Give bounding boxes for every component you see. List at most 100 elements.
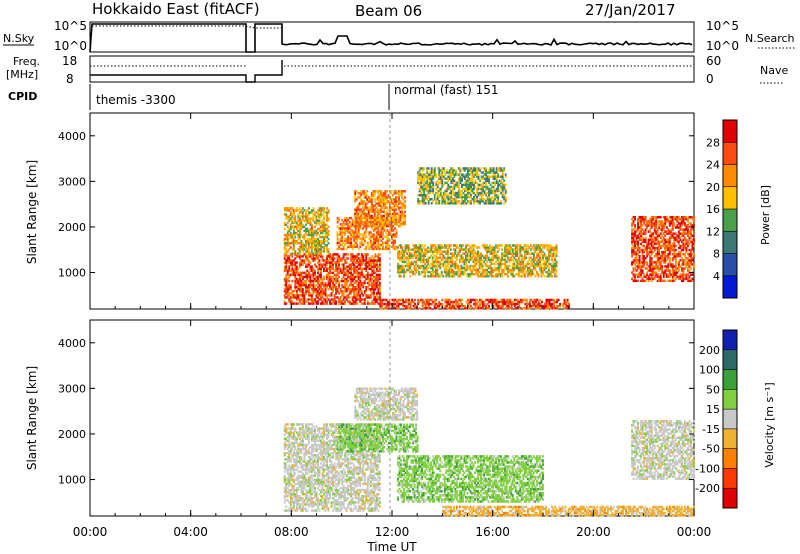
heatmap-cell xyxy=(342,290,345,293)
heatmap-cell xyxy=(555,248,558,251)
heatmap-cell xyxy=(307,259,310,262)
heatmap-cell xyxy=(449,266,452,270)
heatmap-cell xyxy=(341,257,344,260)
heatmap-cell xyxy=(478,246,481,249)
heatmap-cell xyxy=(459,300,462,304)
heatmap-cell xyxy=(549,246,552,249)
heatmap-cell xyxy=(350,243,353,247)
heatmap-cell xyxy=(635,273,638,276)
heatmap-cell xyxy=(683,277,686,280)
heatmap-cell xyxy=(677,218,680,221)
heatmap-cell xyxy=(448,272,451,276)
heatmap-cell xyxy=(539,302,542,306)
heatmap-cell xyxy=(382,224,385,228)
heatmap-cell xyxy=(355,222,358,226)
heatmap-cell xyxy=(655,236,658,239)
heatmap-cell xyxy=(682,238,685,242)
heatmap-cell xyxy=(354,255,357,258)
heatmap-cell xyxy=(392,208,394,211)
heatmap-cell xyxy=(304,273,307,277)
heatmap-cell xyxy=(652,244,655,248)
heatmap-cell xyxy=(650,250,653,254)
heatmap-cell xyxy=(354,220,357,224)
heatmap-cell xyxy=(342,241,345,244)
heatmap-cell xyxy=(370,200,373,203)
heatmap-cell xyxy=(474,272,476,276)
heatmap-cell xyxy=(513,262,516,266)
heatmap-cell xyxy=(341,243,344,247)
heatmap-cell xyxy=(649,222,652,225)
heatmap-cell xyxy=(513,264,516,268)
heatmap-cell xyxy=(486,254,489,257)
heatmap-cell xyxy=(312,241,315,245)
heatmap-cell xyxy=(309,275,312,279)
heatmap-cell xyxy=(351,223,354,226)
heatmap-cell xyxy=(540,304,543,308)
heatmap-cell xyxy=(295,279,298,283)
heatmap-cell xyxy=(393,204,396,207)
heatmap-cell xyxy=(298,277,301,281)
heatmap-cell xyxy=(381,227,384,230)
heatmap-cell xyxy=(455,244,458,247)
heatmap-cell xyxy=(682,220,685,223)
heatmap-cell xyxy=(638,254,641,258)
heatmap-cell xyxy=(647,238,650,242)
heatmap-cell xyxy=(360,281,363,285)
heatmap-cell xyxy=(292,237,295,241)
heatmap-cell xyxy=(631,277,633,280)
heatmap-cell xyxy=(526,262,529,266)
heatmap-cell xyxy=(647,269,650,272)
heatmap-cell xyxy=(395,235,398,238)
heatmap-cell xyxy=(351,225,354,228)
heatmap-cell xyxy=(324,223,327,226)
heatmap-cell xyxy=(286,279,289,283)
heatmap-cell xyxy=(292,241,295,245)
heatmap-cell xyxy=(511,248,514,251)
heatmap-cell xyxy=(655,252,658,256)
heatmap-cell xyxy=(355,198,358,201)
heatmap-cell xyxy=(398,214,400,218)
heatmap-cell xyxy=(682,271,685,274)
heatmap-cell xyxy=(365,253,368,256)
heatmap-cell xyxy=(471,268,473,272)
heatmap-cell xyxy=(431,250,434,253)
heatmap-cell xyxy=(288,283,291,287)
heatmap-cell xyxy=(333,261,336,264)
heatmap-cell xyxy=(374,253,377,256)
heatmap-cell xyxy=(549,250,552,253)
heatmap-cell xyxy=(649,218,652,221)
heatmap-cell xyxy=(318,209,321,212)
heatmap-cell xyxy=(394,227,396,230)
heatmap-cell xyxy=(326,257,328,260)
heatmap-cell xyxy=(385,198,388,201)
heatmap-cell xyxy=(286,229,289,233)
heatmap-cell xyxy=(332,259,335,262)
heatmap-cell xyxy=(320,239,322,243)
heatmap-cell xyxy=(494,302,497,306)
heatmap-cell xyxy=(304,215,307,218)
heatmap-cell xyxy=(389,302,392,306)
heatmap-cell xyxy=(397,262,399,266)
heatmap-cell xyxy=(676,218,679,221)
heatmap-cell xyxy=(522,256,525,260)
heatmap-cell xyxy=(640,265,643,268)
heatmap-cell xyxy=(655,216,658,219)
heatmap-cell xyxy=(526,268,529,272)
heatmap-cell xyxy=(486,244,489,247)
heatmap-cell xyxy=(398,208,400,211)
heatmap-cell xyxy=(680,248,683,252)
heatmap-cell xyxy=(320,296,322,299)
heatmap-cell xyxy=(522,270,525,274)
heatmap-cell xyxy=(501,268,504,272)
heatmap-cell xyxy=(650,269,653,272)
heatmap-cell xyxy=(505,244,508,247)
heatmap-cell xyxy=(345,218,348,222)
heatmap-cell xyxy=(375,235,378,238)
heatmap-cell xyxy=(640,248,643,252)
heatmap-cell xyxy=(336,235,339,238)
heatmap-cell xyxy=(650,275,653,278)
heatmap-cell xyxy=(324,244,327,247)
heatmap-cell xyxy=(341,263,344,266)
heatmap-cell xyxy=(369,243,372,247)
heatmap-cell xyxy=(326,263,328,266)
